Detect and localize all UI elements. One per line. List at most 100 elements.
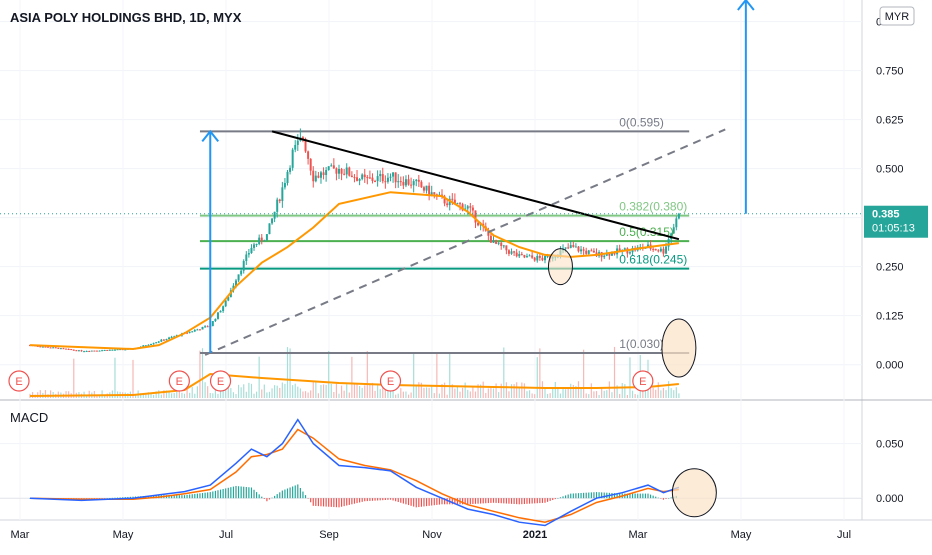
- earnings-marker[interactable]: [209, 370, 232, 392]
- macd-histogram-bar: [346, 498, 348, 506]
- candle-body: [443, 196, 446, 204]
- price-axis-labels[interactable]: 0.8750.7500.6250.5000.3750.2500.1250.000…: [876, 17, 904, 506]
- macd-histogram-bar: [250, 487, 253, 499]
- earnings-marker-label[interactable]: E: [217, 376, 224, 388]
- earnings-marker-label[interactable]: E: [387, 376, 394, 388]
- volume-bar: [186, 383, 188, 398]
- time-axis-tick[interactable]: Nov: [422, 529, 442, 541]
- macd-histogram-bar: [292, 486, 294, 499]
- volume-bar: [183, 393, 186, 398]
- earnings-marker-label[interactable]: E: [15, 376, 22, 388]
- candle-body: [113, 349, 116, 351]
- volume-bar: [364, 385, 366, 398]
- earnings-marker[interactable]: [632, 370, 654, 392]
- candle-body: [77, 350, 80, 352]
- candle-body: [214, 318, 217, 322]
- candle-body: [603, 255, 606, 258]
- candle-body: [345, 167, 348, 175]
- currency-badge[interactable]: MYR: [885, 11, 910, 23]
- candle-body: [307, 151, 310, 159]
- macd-histogram-bar: [322, 498, 325, 507]
- price-axis-tick[interactable]: 0.000: [876, 360, 904, 372]
- price-axis-tick[interactable]: 0.250: [876, 262, 904, 274]
- candle-body: [520, 254, 523, 256]
- earnings-marker[interactable]: [168, 370, 190, 392]
- candle-body: [353, 177, 356, 179]
- candle-body: [392, 172, 395, 177]
- candle-body: [304, 138, 307, 152]
- volume-bar: [150, 393, 152, 398]
- volume-bar: [438, 393, 441, 398]
- volume-bar: [39, 390, 41, 398]
- macd-histogram-bar: [299, 488, 301, 499]
- earnings-marker[interactable]: [379, 370, 402, 392]
- candle-body: [505, 245, 508, 251]
- macd-histogram-bar: [521, 498, 523, 505]
- volume-bar: [449, 351, 451, 398]
- highlight-ellipse-volume: [661, 318, 697, 378]
- volume-bar: [652, 387, 654, 398]
- macd-axis-tick[interactable]: 0.050: [876, 439, 904, 451]
- candle-body: [206, 326, 209, 328]
- volume-bar: [469, 391, 471, 398]
- macd-histogram-bar: [464, 498, 466, 505]
- macd-histogram-bar: [575, 493, 577, 499]
- earnings-marker-label[interactable]: E: [176, 376, 183, 388]
- macd-histogram-bar: [400, 498, 402, 503]
- volume-bar: [196, 386, 198, 398]
- macd-histogram-bar: [328, 498, 330, 507]
- macd-histogram-bar: [361, 498, 363, 502]
- macd-histogram-bar: [637, 493, 639, 499]
- candle-body: [628, 252, 631, 254]
- volume-bar: [583, 349, 585, 398]
- macd-histogram-bar: [276, 494, 278, 499]
- macd-axis-tick[interactable]: 0.000: [876, 493, 904, 505]
- candle-body: [152, 343, 155, 345]
- volume-bar: [567, 388, 569, 398]
- volume-bar: [178, 390, 180, 398]
- currency-badge-box[interactable]: [879, 6, 915, 26]
- macd-histogram-bar: [665, 498, 667, 499]
- earnings-marker-label[interactable]: E: [639, 376, 646, 388]
- candle-body: [93, 350, 96, 352]
- price-axis-tick[interactable]: 0.125: [876, 311, 904, 323]
- macd-histogram-bar: [98, 498, 101, 499]
- time-axis-tick[interactable]: May: [731, 529, 752, 541]
- macd-histogram-bar: [616, 493, 618, 499]
- macd-histogram-bar: [613, 493, 616, 499]
- candle-body: [495, 240, 498, 244]
- candle-body: [394, 172, 397, 183]
- macd-histogram-bar: [124, 497, 126, 499]
- macd-histogram-bar: [171, 495, 173, 499]
- volume-bar: [266, 392, 268, 398]
- macd-histogram-bar: [248, 487, 250, 499]
- time-axis-tick[interactable]: Sep: [319, 529, 339, 541]
- macd-histogram-bar: [109, 498, 111, 499]
- macd-histogram-bar: [485, 498, 487, 504]
- time-axis-labels[interactable]: Mar May Jul Sep Nov 2021 Mar May Jul: [11, 529, 852, 541]
- earnings-marker[interactable]: [8, 370, 30, 392]
- candle-body: [580, 249, 583, 252]
- candle-body: [471, 207, 474, 211]
- time-axis-tick[interactable]: May: [113, 529, 134, 541]
- candle-body: [271, 218, 274, 224]
- candle-body: [70, 349, 73, 351]
- time-axis-tick[interactable]: Jul: [219, 529, 233, 541]
- candle-body: [590, 250, 593, 252]
- macd-histogram-bar: [670, 497, 672, 499]
- time-axis-tick[interactable]: 2021: [523, 529, 547, 541]
- time-axis-tick[interactable]: Mar: [629, 529, 648, 541]
- macd-histogram-bar: [601, 492, 603, 499]
- candle-body: [368, 177, 371, 179]
- candle-body: [428, 185, 431, 196]
- time-axis-tick[interactable]: Mar: [11, 529, 30, 541]
- time-axis-tick[interactable]: Jul: [837, 529, 851, 541]
- volume-bar: [402, 391, 404, 398]
- candle-body: [500, 242, 503, 246]
- price-axis-tick[interactable]: 0.750: [876, 66, 904, 78]
- price-axis-tick[interactable]: 0.500: [876, 164, 904, 176]
- candle-body: [111, 349, 114, 351]
- price-axis-tick[interactable]: 0.625: [876, 115, 904, 127]
- volume-bar: [204, 382, 206, 398]
